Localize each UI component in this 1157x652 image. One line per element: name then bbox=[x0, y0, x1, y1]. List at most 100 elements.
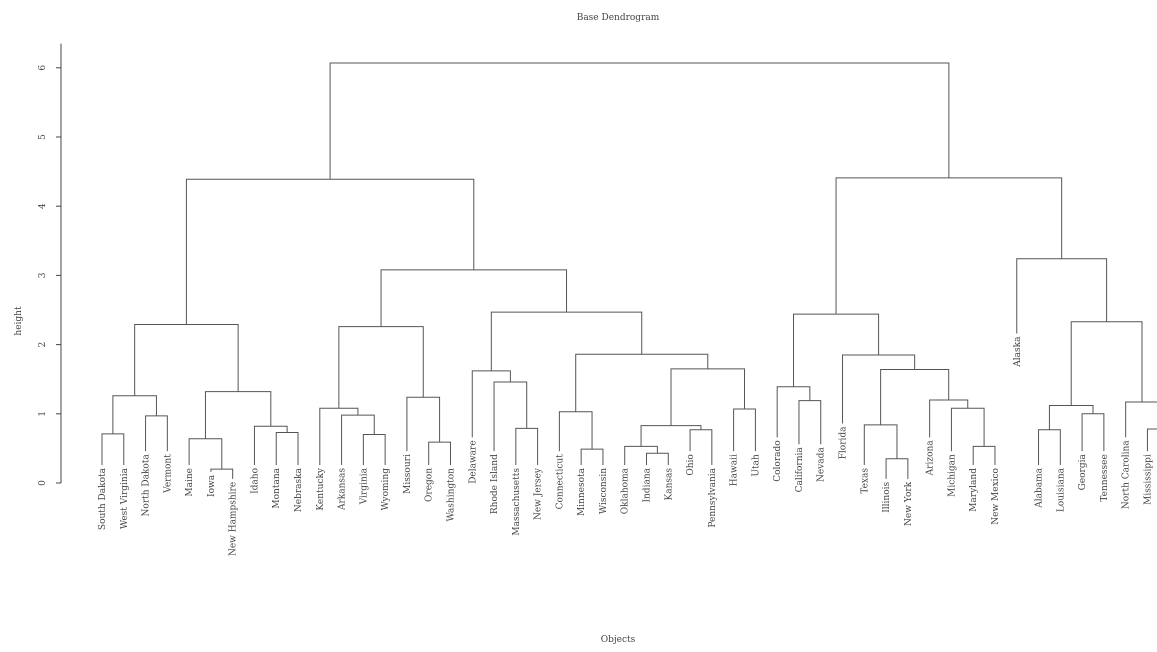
merge-branch bbox=[428, 441, 451, 466]
leaf-label: Alabama bbox=[1035, 467, 1045, 508]
leaf-label: Mississippi bbox=[1143, 454, 1153, 505]
leaf-label: New Hampshire bbox=[229, 482, 239, 556]
leaf-label: Massachusetts bbox=[512, 468, 522, 536]
leaf-label: Rhode Island bbox=[490, 454, 500, 514]
y-tick-label: 3 bbox=[38, 272, 48, 278]
leaf-label: Missouri bbox=[403, 454, 413, 494]
chart-title: Base Dendrogram bbox=[577, 13, 660, 23]
leaf-label: Utah bbox=[751, 454, 761, 477]
merge-branch bbox=[204, 391, 272, 439]
merge-branch bbox=[493, 381, 528, 452]
leaf-label: Texas bbox=[860, 468, 870, 494]
leaf-label: Idaho bbox=[250, 468, 260, 494]
merge-branch bbox=[112, 395, 157, 434]
merge-branch bbox=[575, 353, 709, 412]
merge-branch bbox=[929, 399, 969, 438]
merge-branch bbox=[835, 177, 1063, 315]
merge-branch bbox=[972, 445, 996, 466]
merge-branch bbox=[880, 369, 950, 425]
leaf-label: Nevada bbox=[817, 447, 827, 482]
dendrogram-branches bbox=[101, 62, 1157, 479]
x-axis-label: Objects bbox=[601, 635, 636, 645]
merge-branch bbox=[319, 407, 359, 466]
leaf-label: Michigan bbox=[947, 454, 957, 497]
merge-branch bbox=[338, 326, 424, 409]
leaf-label: Minnesota bbox=[577, 467, 587, 516]
merge-branch bbox=[406, 396, 441, 452]
merge-branch bbox=[275, 431, 299, 466]
merge-branch bbox=[1048, 404, 1094, 430]
leaf-label: California bbox=[795, 447, 805, 493]
merge-branch bbox=[145, 415, 168, 452]
leaf-label: Alaska bbox=[1013, 336, 1023, 368]
leaf-label: Hawaii bbox=[730, 454, 740, 486]
merge-branch bbox=[362, 434, 386, 466]
y-tick-label: 0 bbox=[38, 480, 48, 486]
merge-branch bbox=[950, 407, 985, 452]
merge-branch bbox=[885, 458, 909, 479]
merge-branch bbox=[1070, 321, 1143, 406]
y-tick-label: 2 bbox=[38, 342, 48, 348]
leaf-label: North Dakota bbox=[142, 454, 152, 517]
leaf-label: Delaware bbox=[468, 440, 478, 483]
merge-branch bbox=[793, 313, 880, 387]
leaf-label: Florida bbox=[839, 426, 849, 459]
leaf-label: Nebraska bbox=[294, 467, 304, 512]
merge-branch bbox=[580, 448, 604, 466]
merge-branch bbox=[341, 414, 375, 466]
merge-branch bbox=[471, 370, 511, 438]
leaf-label: Louisiana bbox=[1056, 467, 1066, 512]
leaf-label: New Jersey bbox=[534, 467, 544, 520]
merge-branch bbox=[380, 269, 568, 327]
merge-branch bbox=[624, 445, 658, 466]
leaf-label: Connecticut bbox=[555, 454, 565, 510]
leaf-label: New Mexico bbox=[991, 468, 1001, 525]
merge-branch bbox=[490, 311, 643, 371]
leaf-label: New York bbox=[904, 481, 914, 526]
merge-branch bbox=[776, 386, 811, 438]
leaf-label: Georgia bbox=[1078, 454, 1088, 491]
leaf-label: Oklahoma bbox=[621, 467, 631, 514]
leaf-label: North Carolina bbox=[1122, 440, 1132, 509]
merge-branch bbox=[188, 438, 223, 470]
merge-branch bbox=[798, 400, 822, 445]
leaf-label: South Dakota bbox=[98, 467, 108, 530]
leaf-label: Virginia bbox=[359, 467, 369, 505]
y-tick-label: 6 bbox=[38, 65, 48, 71]
y-tick-label: 1 bbox=[38, 411, 48, 417]
merge-branch bbox=[1081, 413, 1105, 452]
merge-branch bbox=[1146, 428, 1157, 452]
y-tick-label: 4 bbox=[38, 203, 48, 209]
leaf-labels: South Dakota West Virginia North Dakota Ver… bbox=[98, 336, 1153, 556]
merge-branch bbox=[515, 427, 539, 466]
leaf-label: Illinois bbox=[882, 481, 892, 512]
merge-branch bbox=[329, 62, 950, 180]
y-axis: 0 1 2 3 4 5 6 bbox=[38, 43, 62, 486]
leaf-label: Wisconsin bbox=[599, 468, 609, 514]
leaf-label: Arizona bbox=[926, 440, 936, 477]
merge-branch bbox=[101, 433, 125, 466]
merge-branch bbox=[558, 411, 593, 452]
leaf-label: Kentucky bbox=[316, 467, 326, 511]
merge-branch bbox=[185, 178, 475, 325]
y-axis-label: height bbox=[14, 306, 24, 336]
leaf-label: Colorado bbox=[773, 440, 783, 481]
leaf-label: Montana bbox=[272, 467, 282, 508]
merge-branch bbox=[640, 425, 702, 447]
merge-branch bbox=[646, 452, 669, 466]
merge-branch bbox=[1038, 429, 1061, 466]
leaf-label: Ohio bbox=[686, 454, 696, 475]
merge-branch bbox=[733, 408, 756, 452]
leaf-label: West Virginia bbox=[120, 467, 130, 529]
merge-branch bbox=[842, 354, 916, 424]
leaf-label: Washington bbox=[446, 468, 456, 522]
leaf-label: Indiana bbox=[643, 467, 653, 502]
merge-branch bbox=[134, 324, 239, 396]
leaf-label: Iowa bbox=[207, 474, 217, 497]
leaf-label: Oregon bbox=[425, 468, 435, 502]
merge-branch bbox=[1016, 258, 1108, 334]
leaf-label: Wyoming bbox=[381, 468, 391, 511]
leaf-label: Maryland bbox=[969, 468, 979, 512]
leaf-label: Kansas bbox=[664, 468, 674, 501]
